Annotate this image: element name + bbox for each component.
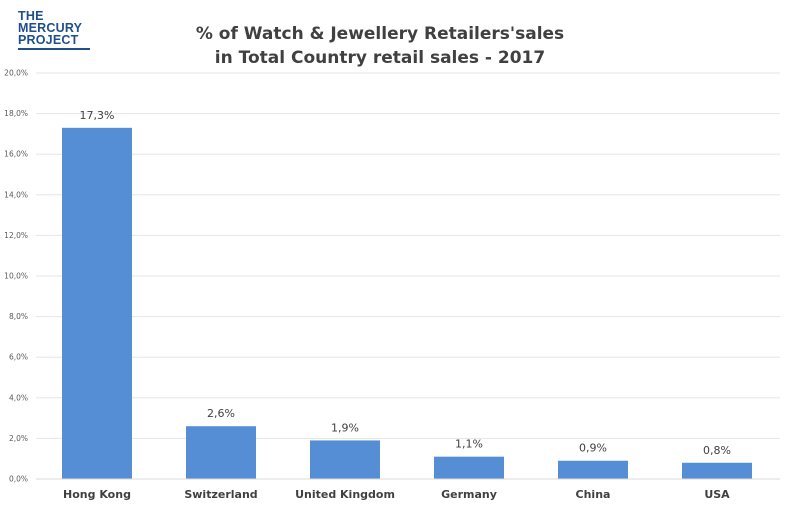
data-labels: 17,3% 2,6% 1,9% 1,1% 0,9% 0,8% xyxy=(80,109,731,457)
gridlines xyxy=(36,72,780,439)
category-label: China xyxy=(576,488,611,501)
category-label: Switzerland xyxy=(184,488,257,501)
category-label: Hong Kong xyxy=(63,488,131,501)
bars xyxy=(62,127,752,479)
category-label: Germany xyxy=(441,488,497,501)
data-label: 2,6% xyxy=(207,407,235,420)
data-label: 0,9% xyxy=(579,442,607,455)
logo-line-1: THE xyxy=(18,9,44,23)
y-tick-label: 16,0% xyxy=(4,150,28,159)
mercury-project-logo: THE MERCURY PROJECT xyxy=(18,9,92,47)
bar-united-kingdom xyxy=(310,440,380,479)
y-tick-label: 20,0% xyxy=(4,69,28,78)
bar-switzerland xyxy=(186,426,256,479)
x-axis-category-labels: Hong Kong Switzerland United Kingdom German… xyxy=(63,488,730,501)
data-label: 0,8% xyxy=(703,444,731,457)
bar-usa xyxy=(682,462,752,479)
y-axis-tick-labels: 0,0% 2,0% 4,0% 6,0% 8,0% 10,0% 12,0% 14,0% 16,0%… xyxy=(4,69,28,484)
chart-title-line-2: in Total Country retail sales - 2017 xyxy=(214,48,546,68)
bar-china xyxy=(558,460,628,479)
bar-hong-kong xyxy=(62,127,132,479)
category-label: United Kingdom xyxy=(295,488,395,501)
y-tick-label: 6,0% xyxy=(9,353,28,362)
y-tick-label: 18,0% xyxy=(4,109,28,118)
y-tick-label: 12,0% xyxy=(4,231,28,240)
logo-underline xyxy=(18,48,90,50)
y-tick-label: 10,0% xyxy=(4,272,28,281)
y-tick-label: 8,0% xyxy=(9,312,28,321)
y-tick-label: 14,0% xyxy=(4,190,28,199)
y-tick-label: 2,0% xyxy=(9,434,28,443)
y-tick-label: 4,0% xyxy=(9,393,28,402)
bar-germany xyxy=(434,456,504,479)
data-label: 17,3% xyxy=(80,109,115,122)
logo-line-2: MERCURY xyxy=(18,21,83,35)
logo-line-3: PROJECT xyxy=(18,33,79,47)
data-label: 1,1% xyxy=(455,438,483,451)
y-tick-label: 0,0% xyxy=(9,475,28,484)
category-label: USA xyxy=(704,488,730,501)
chart-title-line-1: % of Watch & Jewellery Retailers'sales xyxy=(195,24,565,44)
data-label: 1,9% xyxy=(331,421,359,434)
